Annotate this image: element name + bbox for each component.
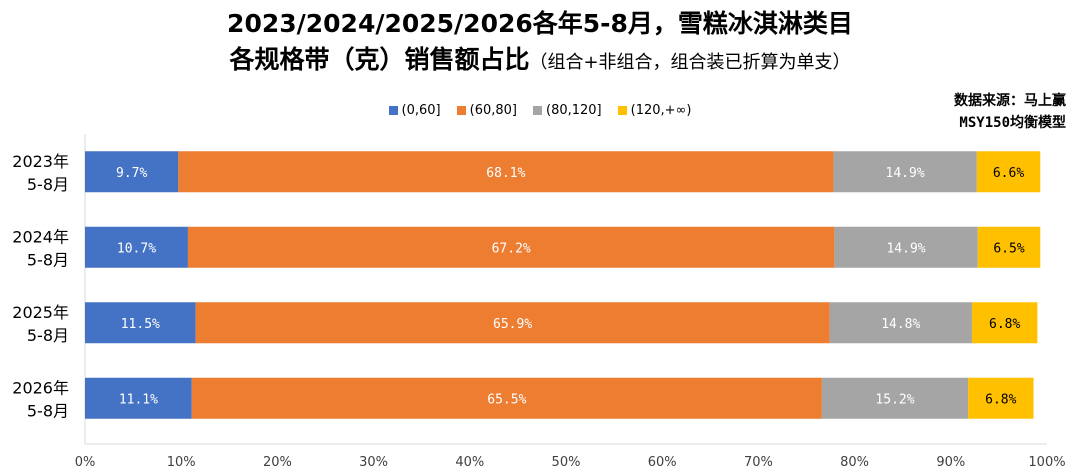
data-label-3-series-1: 65.5% — [487, 392, 526, 407]
data-source-line2: MSY150均衡模型 — [959, 115, 1066, 131]
category-label-0-line-1: 5-8月 — [27, 175, 69, 194]
x-tick-label-2: 20% — [263, 455, 292, 470]
legend-item-80-120: (80,120] — [533, 100, 602, 120]
bar-0-series-3 — [976, 151, 1041, 193]
x-tick-label-3: 30% — [359, 455, 388, 470]
data-label-1-series-3: 6.5% — [993, 241, 1024, 256]
legend-label-120-inf: (120,+∞) — [630, 102, 692, 118]
data-label-2-series-1: 65.9% — [493, 317, 532, 332]
data-label-0-series-0: 9.7% — [116, 166, 147, 181]
bar-1-series-0 — [85, 226, 188, 268]
bar-1-series-1 — [187, 226, 835, 268]
data-label-3-series-0: 11.1% — [119, 392, 158, 407]
data-label-2-series-3: 6.8% — [989, 317, 1020, 332]
data-source-note: 数据来源：马上赢 MSY150均衡模型 — [954, 90, 1066, 134]
bar-1-series-2 — [834, 226, 978, 268]
bar-1-series-3 — [977, 226, 1041, 268]
legend-item-0-60: (0,60] — [388, 100, 441, 120]
bar-0-series-1 — [178, 151, 834, 193]
chart-title-note: （组合+非组合，组合装已折算为单支） — [529, 52, 851, 73]
legend-swatch-80-120 — [533, 105, 542, 115]
data-label-2-series-0: 11.5% — [121, 317, 160, 332]
bar-2-series-3 — [971, 302, 1038, 344]
chart-title-line1: 2023/2024/2025/2026各年5-8月，雪糕冰淇淋类目 — [227, 9, 853, 38]
chart-title-line2: 各规格带（克）销售额占比（组合+非组合，组合装已折算为单支） — [0, 44, 1080, 79]
x-tick-label-0: 0% — [75, 455, 96, 470]
x-tick-label-7: 70% — [744, 455, 773, 470]
bar-2-series-1 — [195, 302, 830, 344]
chart-title-main: 各规格带（克）销售额占比 — [229, 45, 530, 74]
bar-2-series-2 — [829, 302, 972, 344]
bar-0-series-2 — [833, 151, 977, 193]
legend-label-80-120: (80,120] — [546, 102, 602, 118]
category-label-1-line-0: 2024年 — [12, 227, 69, 246]
legend-item-120-inf: (120,+∞) — [617, 100, 692, 120]
data-label-1-series-0: 10.7% — [117, 241, 156, 256]
bar-2-series-0 — [85, 302, 196, 344]
bar-3-series-0 — [85, 377, 192, 419]
bar-3-series-1 — [191, 377, 822, 419]
legend-swatch-120-inf — [617, 105, 627, 115]
data-label-0-series-2: 14.9% — [886, 166, 925, 181]
x-tick-label-5: 50% — [552, 455, 581, 470]
legend-item-60-80: (60,80] — [456, 100, 517, 120]
category-label-3-line-0: 2026年 — [12, 378, 69, 397]
legend-swatch-0-60 — [388, 105, 398, 115]
bar-3-series-2 — [821, 377, 969, 419]
data-label-0-series-1: 68.1% — [486, 166, 525, 181]
x-tick-label-6: 60% — [648, 455, 677, 470]
x-tick-label-9: 90% — [936, 455, 965, 470]
legend-label-60-80: (60,80] — [469, 102, 517, 118]
data-label-2-series-2: 14.8% — [881, 317, 920, 332]
category-label-2-line-0: 2025年 — [12, 303, 69, 322]
data-source-line1: 数据来源：马上赢 — [954, 93, 1066, 109]
category-label-0-line-0: 2023年 — [12, 152, 69, 171]
legend-swatch-60-80 — [456, 105, 466, 115]
data-label-0-series-3: 6.6% — [993, 166, 1024, 181]
x-tick-label-1: 10% — [167, 455, 196, 470]
data-label-1-series-1: 67.2% — [492, 241, 531, 256]
category-label-3-line-1: 5-8月 — [27, 401, 69, 420]
x-tick-label-8: 80% — [840, 455, 869, 470]
legend: (0,60] (60,80] (80,120] (120,+∞) — [0, 100, 1080, 120]
data-label-3-series-2: 15.2% — [875, 392, 914, 407]
bar-3-series-3 — [968, 377, 1034, 419]
category-label-2-line-1: 5-8月 — [27, 326, 69, 345]
bar-0-series-0 — [85, 151, 179, 193]
x-tick-label-4: 40% — [455, 455, 484, 470]
data-label-3-series-3: 6.8% — [985, 392, 1016, 407]
x-tick-label-10: 100% — [1028, 455, 1065, 470]
category-label-1-line-1: 5-8月 — [27, 250, 69, 269]
legend-label-0-60: (0,60] — [401, 102, 441, 118]
data-label-1-series-2: 14.9% — [886, 241, 925, 256]
